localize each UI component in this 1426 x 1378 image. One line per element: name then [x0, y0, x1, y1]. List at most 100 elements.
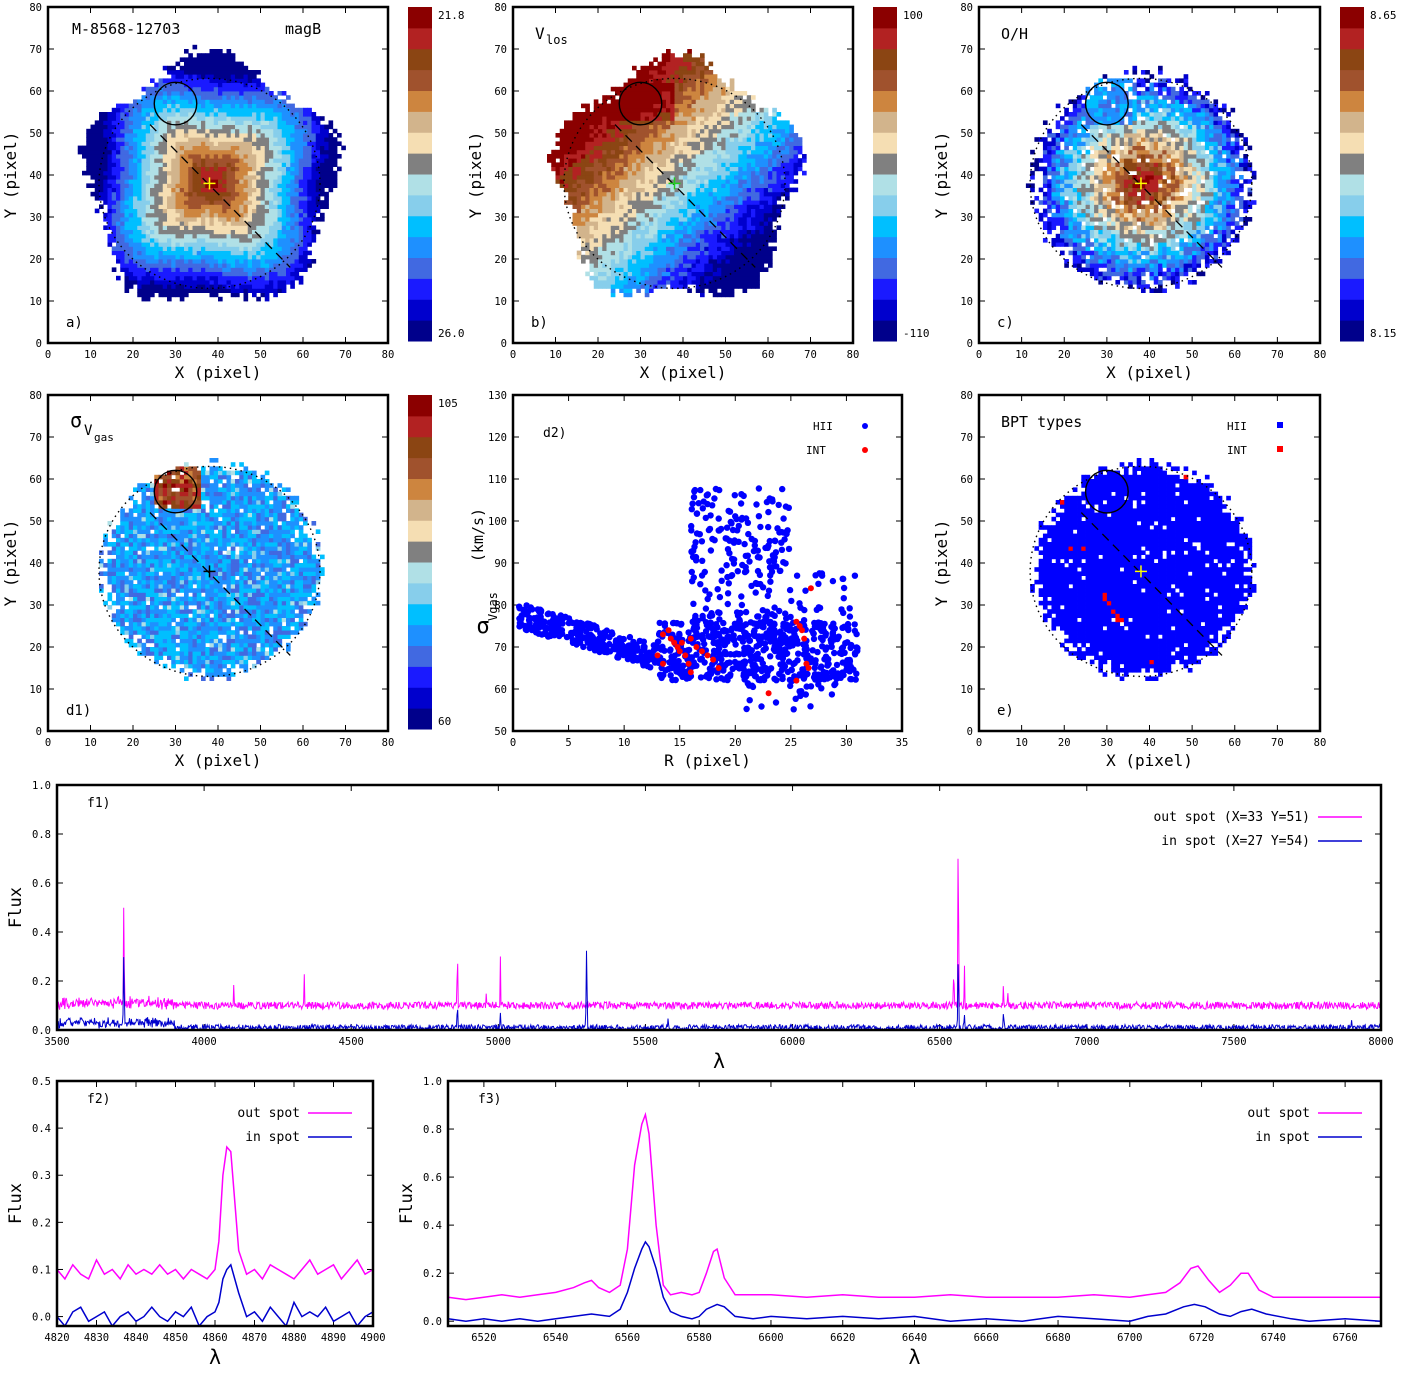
map-pixel: [294, 208, 300, 214]
map-pixel: [294, 154, 300, 159]
map-pixel: [742, 116, 748, 121]
map-pixel: [768, 204, 773, 209]
map-pixel: [683, 137, 688, 142]
map-pixel: [281, 225, 287, 230]
map-pixel: [683, 124, 688, 130]
map-pixel: [154, 86, 159, 92]
map-pixel: [141, 116, 147, 121]
map-pixel: [184, 145, 189, 151]
map-pixel: [137, 242, 142, 247]
map-pixel: [103, 112, 108, 117]
map-pixel: [196, 208, 202, 214]
map-pixel: [315, 191, 321, 197]
map-pixel: [678, 145, 684, 151]
map-pixel: [192, 112, 198, 117]
map-pixel: [712, 271, 718, 277]
map-pixel: [167, 133, 172, 138]
map-pixel: [128, 212, 134, 218]
map-pixel: [763, 212, 769, 218]
map-pixel: [222, 200, 227, 205]
map-pixel: [192, 166, 198, 172]
map-pixel: [171, 133, 176, 138]
map-pixel: [602, 271, 607, 277]
map-pixel: [196, 61, 202, 67]
map-pixel: [666, 246, 671, 251]
map-pixel: [307, 149, 312, 155]
map-pixel: [264, 271, 270, 277]
map-pixel: [150, 158, 155, 163]
map-pixel: [277, 91, 283, 96]
map-pixel: [627, 208, 633, 214]
map-pixel: [729, 124, 735, 130]
map-pixel: [678, 112, 684, 117]
map-pixel: [712, 288, 718, 293]
map-pixel: [324, 137, 329, 142]
map-pixel: [581, 259, 586, 264]
map-pixel: [201, 116, 206, 121]
map-pixel: [649, 103, 654, 109]
map-pixel: [725, 225, 731, 230]
map-pixel: [785, 170, 790, 176]
map-pixel: [615, 204, 620, 209]
map-pixel: [303, 145, 308, 151]
map-pixel: [606, 162, 612, 167]
map-pixel: [632, 280, 637, 285]
map-pixel: [298, 162, 304, 167]
map-pixel: [273, 175, 278, 180]
map-pixel: [793, 158, 799, 163]
map-pixel: [691, 170, 697, 176]
map-pixel: [247, 133, 253, 138]
map-pixel: [294, 191, 300, 197]
map-pixel: [763, 183, 769, 188]
map-pixel: [86, 133, 91, 138]
map-pixel: [252, 292, 257, 298]
map-pixel: [729, 200, 735, 205]
map-pixel: [167, 78, 172, 83]
map-pixel: [196, 225, 202, 230]
map-pixel: [226, 145, 232, 151]
map-pixel: [712, 229, 718, 235]
map-pixel: [188, 229, 193, 235]
map-pixel: [124, 288, 130, 293]
map-pixel: [695, 238, 701, 243]
map-pixel: [644, 242, 650, 247]
map-pixel: [653, 271, 658, 277]
map-pixel: [264, 112, 270, 117]
map-pixel: [789, 133, 794, 138]
map-pixel: [222, 196, 227, 201]
map-pixel: [572, 191, 578, 197]
map-pixel: [576, 250, 582, 256]
map-pixel: [700, 263, 705, 268]
map-pixel: [243, 208, 249, 214]
map-pixel: [239, 275, 244, 281]
map-pixel: [606, 271, 612, 277]
map-pixel: [670, 208, 675, 214]
map-pixel: [273, 158, 278, 163]
map-pixel: [721, 254, 726, 260]
map-pixel: [175, 229, 181, 235]
map-pixel: [281, 107, 287, 113]
map-pixel: [763, 128, 769, 134]
map-pixel: [649, 154, 654, 159]
map-pixel: [235, 128, 240, 134]
map-pixel: [619, 95, 624, 100]
map-pixel: [213, 82, 219, 88]
map-pixel: [201, 158, 206, 163]
map-pixel: [124, 187, 130, 193]
map-pixel: [252, 128, 257, 134]
map-pixel: [623, 95, 629, 100]
map-pixel: [712, 284, 718, 289]
map-pixel: [615, 242, 620, 247]
map-pixel: [201, 78, 206, 83]
map-pixel: [273, 128, 278, 134]
map-pixel: [644, 200, 650, 205]
map-pixel: [789, 179, 794, 184]
map-pixel: [218, 233, 223, 239]
colorbar-swatch: [408, 111, 432, 133]
map-pixel: [729, 149, 735, 155]
map-pixel: [700, 107, 705, 113]
map-pixel: [746, 242, 752, 247]
map-pixel: [111, 149, 117, 155]
map-pixel: [324, 141, 329, 146]
map-pixel: [793, 141, 799, 146]
